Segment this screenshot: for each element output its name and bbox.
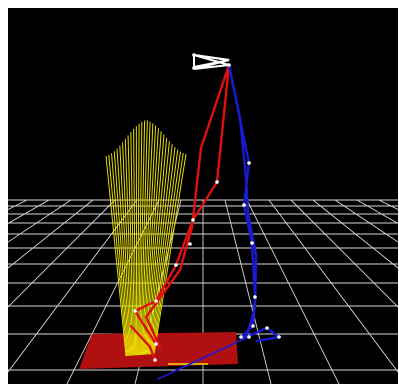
marker-dot <box>192 53 196 57</box>
grid-line <box>312 199 398 269</box>
grid-line <box>378 199 398 211</box>
marker-dot <box>154 299 158 303</box>
marker-dot <box>247 335 251 339</box>
force-vector-line <box>152 153 184 355</box>
grid-line <box>268 199 398 373</box>
skeleton-markers <box>133 53 281 362</box>
force-vector-line <box>127 135 135 356</box>
grid-line <box>8 199 28 211</box>
pelvis <box>193 53 230 70</box>
grid-line <box>8 199 138 373</box>
3d-viewport[interactable] <box>8 8 398 384</box>
force-vector-line <box>147 141 170 355</box>
force-vector-line <box>108 154 128 356</box>
grid-line <box>224 199 272 384</box>
force-vector-line <box>148 144 173 355</box>
force-vector-line <box>144 131 162 355</box>
marker-dot <box>251 324 255 328</box>
force-vector-line <box>116 148 131 356</box>
force-vector-line <box>149 147 176 355</box>
gait-scene <box>8 53 398 384</box>
marker-dot <box>227 63 231 67</box>
grid-line <box>8 199 72 243</box>
marker-dot <box>215 180 219 184</box>
marker-dot <box>277 335 281 339</box>
ground-reaction-force-vectors <box>105 120 208 365</box>
marker-dot <box>242 203 246 207</box>
grid-line <box>290 199 398 308</box>
grid-line <box>334 199 398 243</box>
grid-line <box>356 199 398 224</box>
grid-line <box>8 199 94 269</box>
force-vector-line <box>113 151 130 356</box>
force-vector-line <box>139 120 146 356</box>
marker-dot <box>153 358 157 362</box>
right-leg <box>129 63 231 362</box>
force-vector-line <box>105 155 127 357</box>
force-vector-line <box>141 123 154 355</box>
marker-dot <box>265 326 269 330</box>
marker-dot <box>239 335 243 339</box>
marker-dot <box>188 242 192 246</box>
marker-dot <box>154 342 158 346</box>
force-plate <box>79 332 238 369</box>
force-vector-line <box>119 145 132 356</box>
force-vector-line <box>133 128 137 356</box>
force-vector-line <box>146 137 168 355</box>
marker-dot <box>192 66 196 70</box>
marker-dot <box>191 218 195 222</box>
force-vector-line <box>111 153 129 356</box>
force-vector-line <box>150 149 179 355</box>
left-leg <box>157 63 282 380</box>
force-vector-line <box>122 142 133 356</box>
force-vector-line <box>130 132 136 356</box>
force-vector-line <box>139 120 148 355</box>
grid-line <box>8 199 116 308</box>
marker-dot <box>247 161 251 165</box>
marker-dot <box>174 263 178 267</box>
force-vector-line <box>124 138 134 356</box>
marker-dot <box>250 241 254 245</box>
force-vector-line <box>151 151 181 355</box>
grid-line <box>8 199 50 224</box>
grid-line <box>246 199 340 384</box>
force-vector-line <box>153 153 187 355</box>
force-vector-line <box>145 134 165 355</box>
marker-dot <box>253 295 257 299</box>
marker-dot <box>133 309 137 313</box>
force-vector-line <box>140 121 151 355</box>
